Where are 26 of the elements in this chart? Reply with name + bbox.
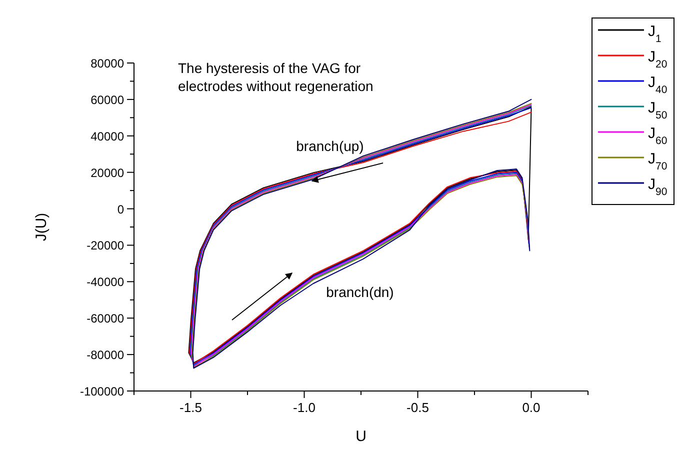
- annotation: branch(dn): [326, 284, 394, 300]
- legend-label: J$_{40}$: [648, 74, 668, 96]
- x-tick-label: 0.0: [522, 400, 540, 415]
- legend-label: J$_{90}$: [648, 176, 668, 198]
- y-tick-label: 20000: [90, 166, 124, 180]
- y-tick-label: 40000: [90, 129, 124, 144]
- y-tick-label: 60000: [90, 92, 124, 107]
- legend-label: J$_{50}$: [648, 100, 668, 122]
- x-tick-label: -0.5: [406, 400, 429, 415]
- y-tick-label: -60000: [86, 312, 124, 326]
- y-tick-label: -80000: [86, 348, 124, 362]
- y-tick-label: 80000: [90, 56, 124, 70]
- y-tick-label: -20000: [86, 238, 124, 253]
- chart-title: The hysteresis of the VAG for electrodes without regeneration: [178, 60, 374, 94]
- annotation: branch(up): [296, 138, 364, 154]
- x-tick-label: -1.0: [293, 400, 316, 415]
- y-axis-title: J(U): [33, 212, 50, 242]
- legend-label: J$_{70}$: [648, 150, 668, 172]
- y-tick-label: -40000: [86, 275, 124, 290]
- y-tick-label: -100000: [80, 384, 124, 398]
- legend-label: J$_{60}$: [648, 125, 668, 147]
- y-tick-label: 0: [117, 202, 124, 216]
- legend-label: J$_{20}$: [648, 48, 668, 70]
- x-tick-label: -1.5: [180, 400, 202, 415]
- x-axis-title: U: [356, 428, 366, 445]
- legend-label: J$_{1}$: [648, 23, 662, 45]
